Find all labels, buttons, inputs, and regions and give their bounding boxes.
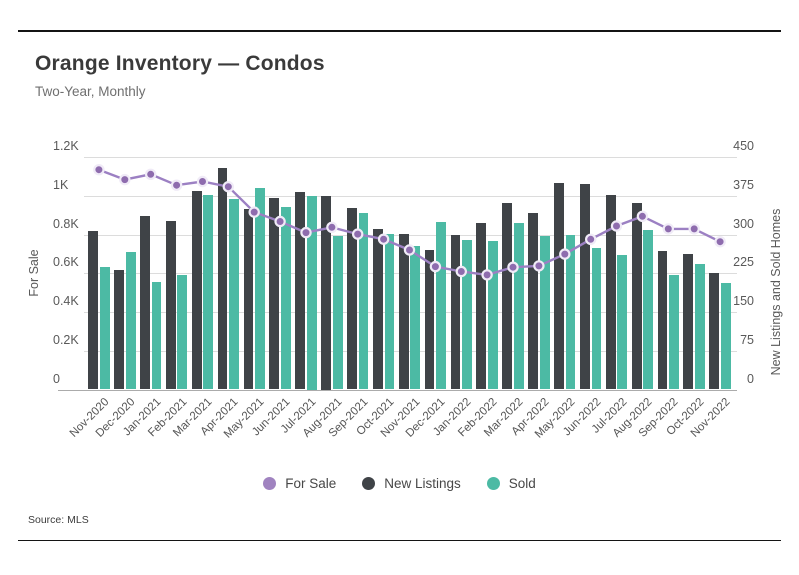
legend-item-for-sale[interactable]: For Sale	[263, 476, 336, 491]
bar-new-listings-nov-2022	[709, 272, 720, 390]
bar-new-listings-jan-2022	[450, 234, 461, 390]
bar-sold-dec-2020	[125, 252, 136, 390]
bar-new-listings-may-2021	[243, 208, 254, 390]
y-axis-tick-left: 0.4K	[53, 294, 79, 309]
legend-item-new-listings[interactable]: New Listings	[362, 476, 461, 491]
gridline	[58, 389, 737, 391]
y-axis-tick-left: 1K	[53, 178, 69, 192]
bar-sold-mar-2022	[513, 223, 524, 390]
for-sale-point-jan-2021	[144, 168, 157, 180]
bar-new-listings-jul-2022	[605, 194, 616, 390]
bar-new-listings-feb-2022	[476, 223, 487, 390]
bar-sold-jun-2021	[281, 206, 291, 390]
left-axis-title: For Sale	[27, 249, 41, 297]
bar-sold-sep-2022	[669, 274, 679, 390]
bar-new-listings-apr-2022	[528, 212, 538, 390]
y-axis-tick-right: 300	[733, 216, 754, 231]
bar-sold-jan-2021	[151, 281, 162, 390]
bar-sold-oct-2022	[695, 264, 705, 390]
for-sale-point-nov-2022	[714, 235, 726, 248]
bar-new-listings-aug-2022	[631, 203, 642, 390]
gridline	[84, 196, 737, 197]
y-axis-tick-left: 0.2K	[53, 332, 79, 347]
bar-new-listings-nov-2020	[88, 231, 99, 390]
bar-new-listings-may-2022	[554, 182, 564, 390]
sold-dot-icon	[486, 477, 500, 490]
y-axis-tick-right: 75	[740, 332, 754, 347]
y-axis-tick-left: 0.6K	[53, 255, 79, 270]
chart-subtitle: Two-Year, Monthly	[35, 84, 146, 99]
y-axis-tick-right: 375	[733, 178, 754, 192]
bar-new-listings-oct-2022	[683, 254, 694, 390]
bar-sold-apr-2021	[229, 198, 240, 390]
legend-label-for-sale: For Sale	[285, 476, 337, 491]
bar-sold-apr-2022	[539, 236, 550, 390]
bar-new-listings-oct-2021	[372, 229, 383, 390]
bar-new-listings-mar-2022	[502, 203, 513, 390]
bar-sold-feb-2021	[177, 274, 188, 390]
bar-new-listings-sep-2021	[347, 208, 357, 390]
bar-sold-nov-2021	[410, 245, 421, 390]
y-axis-tick-right: 450	[733, 139, 754, 154]
y-axis-tick-left: 1.2K	[53, 139, 79, 154]
y-axis-tick-right: 225	[733, 255, 754, 270]
for-sale-point-dec-2020	[119, 173, 131, 186]
bar-sold-jun-2022	[591, 248, 602, 390]
for-sale-point-feb-2021	[170, 179, 183, 191]
new-listings-dot-icon	[362, 477, 376, 490]
for-sale-point-mar-2021	[196, 175, 209, 188]
right-axis-title: New Listings and Sold Homes	[769, 208, 783, 376]
bar-sold-aug-2021	[332, 235, 343, 390]
legend-label-sold: Sold	[508, 476, 536, 491]
y-axis-tick-right: 150	[733, 294, 754, 309]
bar-new-listings-aug-2021	[321, 196, 331, 390]
chart-legend: For Sale New Listings Sold	[0, 476, 799, 491]
for-sale-point-nov-2020	[93, 163, 105, 176]
gridline	[84, 157, 737, 159]
chart-title: Orange Inventory — Condos	[35, 52, 325, 75]
y-axis-tick-left: 0.8K	[53, 216, 79, 231]
source-note: Source: MLS	[28, 514, 89, 526]
bar-new-listings-sep-2022	[657, 250, 668, 390]
top-divider	[18, 30, 781, 32]
bar-sold-jul-2021	[306, 196, 317, 390]
bar-sold-dec-2021	[436, 221, 447, 390]
bar-new-listings-dec-2020	[114, 269, 124, 390]
bar-sold-may-2022	[565, 234, 576, 390]
bottom-divider	[18, 540, 781, 541]
bar-new-listings-feb-2021	[165, 220, 176, 390]
bar-sold-jul-2022	[617, 254, 628, 390]
bar-new-listings-jul-2021	[295, 192, 306, 390]
bar-sold-mar-2021	[203, 194, 214, 390]
bar-sold-oct-2021	[384, 234, 395, 390]
y-axis-tick-left: 0	[53, 371, 60, 386]
bar-new-listings-jun-2021	[269, 198, 280, 390]
bar-new-listings-jun-2022	[579, 184, 590, 390]
for-sale-point-sep-2022	[662, 223, 675, 235]
bar-sold-nov-2022	[720, 282, 731, 390]
bar-new-listings-dec-2021	[424, 249, 435, 390]
bar-new-listings-mar-2021	[191, 190, 202, 390]
bar-sold-may-2021	[255, 188, 265, 390]
for-sale-dot-icon	[263, 477, 277, 490]
bar-sold-feb-2022	[488, 241, 498, 390]
bar-sold-jan-2022	[462, 239, 472, 390]
legend-item-sold[interactable]: Sold	[486, 476, 536, 491]
legend-label-new-listings: New Listings	[384, 476, 461, 491]
bar-sold-aug-2022	[643, 230, 654, 390]
bar-new-listings-jan-2021	[140, 216, 150, 390]
bar-new-listings-nov-2021	[398, 234, 409, 390]
y-axis-tick-right: 0	[747, 371, 754, 386]
bar-new-listings-apr-2021	[217, 167, 228, 390]
bar-sold-sep-2021	[358, 213, 369, 390]
bar-sold-nov-2020	[99, 266, 110, 390]
